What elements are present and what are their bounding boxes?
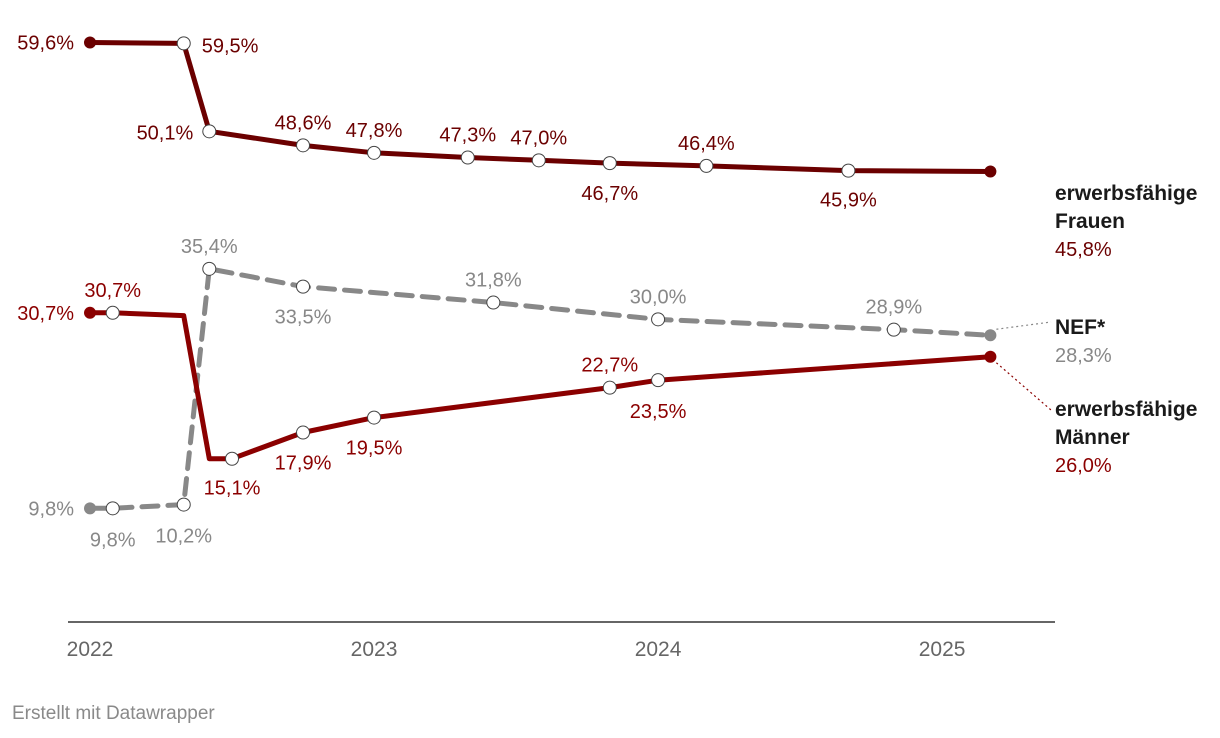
marker-frauen-9 bbox=[841, 163, 856, 178]
data-label-maenner-0: 30,7% bbox=[17, 303, 74, 325]
marker-maenner-8 bbox=[651, 373, 666, 388]
series-line-frauen bbox=[87, 40, 993, 174]
data-label-nef-6: 30,0% bbox=[630, 286, 687, 308]
data-label-nef-1: 9,8% bbox=[90, 529, 136, 551]
series-name-maenner-1: Männer bbox=[1055, 426, 1130, 449]
data-label-nef-0: 9,8% bbox=[28, 498, 74, 520]
marker-nef-7 bbox=[886, 322, 901, 337]
data-label-maenner-1: 30,7% bbox=[84, 280, 141, 302]
series-line-nef bbox=[87, 266, 993, 511]
marker-frauen-10 bbox=[984, 165, 997, 178]
data-label-frauen-8: 46,4% bbox=[678, 133, 735, 155]
data-label-nef-2: 10,2% bbox=[155, 526, 212, 548]
data-label-maenner-6: 19,5% bbox=[346, 438, 403, 460]
label-connector-nef bbox=[996, 321, 1052, 330]
x-tick-2025: 2025 bbox=[919, 638, 966, 661]
marker-frauen-7 bbox=[602, 156, 617, 171]
series-line-maenner bbox=[87, 310, 993, 462]
x-tick-2023: 2023 bbox=[351, 638, 398, 661]
data-label-frauen-1: 59,5% bbox=[202, 35, 259, 57]
marker-frauen-4 bbox=[367, 145, 382, 160]
marker-maenner-6 bbox=[367, 410, 382, 425]
series-name-nef-0: NEF* bbox=[1055, 316, 1106, 339]
data-label-maenner-7: 22,7% bbox=[581, 355, 638, 377]
marker-nef-1 bbox=[105, 501, 120, 516]
marker-maenner-9 bbox=[984, 350, 997, 363]
credit-text: Erstellt mit Datawrapper bbox=[12, 703, 215, 724]
series-name-maenner-0: erwerbsfähige bbox=[1055, 398, 1197, 421]
data-label-nef-7: 28,9% bbox=[865, 297, 922, 319]
data-label-frauen-6: 47,0% bbox=[510, 127, 567, 149]
marker-frauen-8 bbox=[699, 158, 714, 173]
marker-nef-2 bbox=[176, 497, 191, 512]
series-end-value-nef: 28,3% bbox=[1055, 345, 1112, 367]
label-connectors bbox=[996, 321, 1052, 411]
marker-maenner-1 bbox=[105, 305, 120, 320]
marker-maenner-7 bbox=[602, 380, 617, 395]
marker-nef-5 bbox=[486, 295, 501, 310]
data-labels: 59,6% 59,5% 50,1% 48,6% 47,8% 47,3% 47,0% 46,7%… bbox=[17, 32, 922, 551]
marker-frauen-0 bbox=[84, 36, 96, 49]
data-label-frauen-2: 50,1% bbox=[137, 122, 194, 144]
series-markers bbox=[84, 36, 997, 516]
data-label-frauen-3: 48,6% bbox=[275, 112, 332, 134]
series-name-labels: erwerbsfähige Frauen 45,8% NEF* 28,3% erwerbs… bbox=[1055, 182, 1197, 477]
x-tick-2024: 2024 bbox=[635, 638, 682, 661]
marker-frauen-2 bbox=[202, 124, 217, 139]
data-label-frauen-4: 47,8% bbox=[346, 120, 403, 142]
series-end-value-maenner: 26,0% bbox=[1055, 455, 1112, 477]
data-label-frauen-7: 46,7% bbox=[581, 183, 638, 205]
marker-nef-3 bbox=[202, 261, 217, 276]
series-lines bbox=[87, 40, 993, 511]
series-end-value-frauen: 45,8% bbox=[1055, 239, 1112, 261]
marker-frauen-1 bbox=[176, 36, 191, 51]
data-label-maenner-4: 15,1% bbox=[204, 478, 261, 500]
marker-frauen-5 bbox=[460, 150, 475, 165]
x-ticks: 2022 2023 2024 2025 bbox=[67, 638, 966, 661]
data-label-maenner-8: 23,5% bbox=[630, 401, 687, 423]
label-connector-maenner bbox=[996, 362, 1052, 411]
marker-nef-6 bbox=[651, 312, 666, 327]
series-name-frauen-1: Frauen bbox=[1055, 210, 1125, 233]
data-label-nef-3: 35,4% bbox=[181, 236, 238, 258]
data-label-frauen-5: 47,3% bbox=[439, 125, 496, 147]
marker-nef-0 bbox=[84, 502, 96, 515]
marker-frauen-6 bbox=[531, 153, 546, 168]
data-label-nef-4: 33,5% bbox=[275, 307, 332, 329]
data-label-frauen-0: 59,6% bbox=[17, 32, 74, 54]
series-name-frauen-0: erwerbsfähige bbox=[1055, 182, 1197, 205]
marker-frauen-3 bbox=[296, 138, 311, 153]
x-tick-2022: 2022 bbox=[67, 638, 114, 661]
marker-maenner-5 bbox=[296, 425, 311, 440]
data-label-frauen-9: 45,9% bbox=[820, 190, 877, 212]
marker-maenner-0 bbox=[84, 306, 96, 319]
marker-nef-8 bbox=[984, 329, 997, 342]
marker-maenner-4 bbox=[225, 451, 240, 466]
data-label-nef-5: 31,8% bbox=[465, 270, 522, 292]
marker-nef-4 bbox=[296, 279, 311, 294]
data-label-maenner-5: 17,9% bbox=[275, 453, 332, 475]
